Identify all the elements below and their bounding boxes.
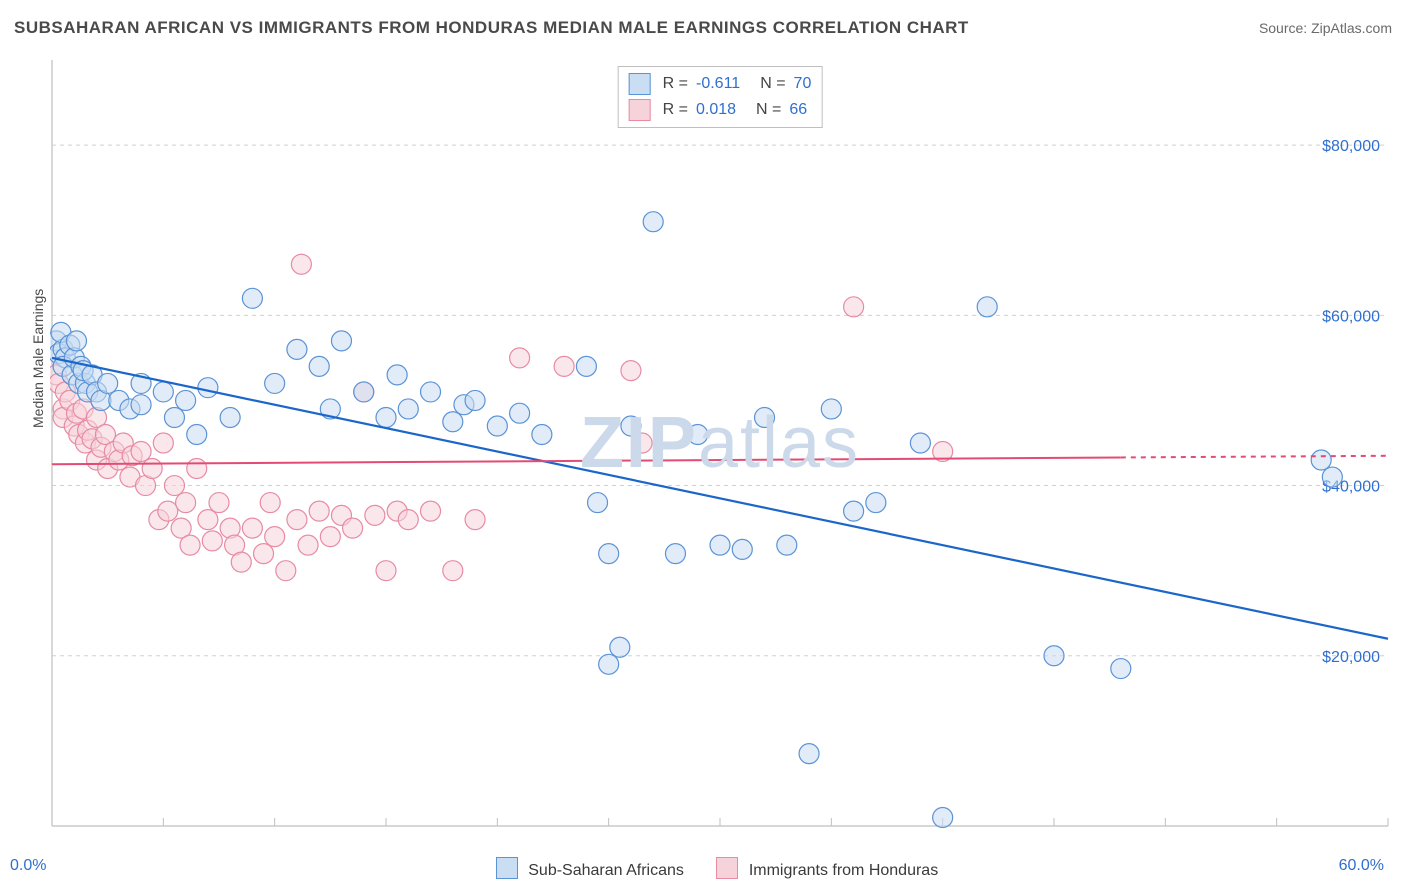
chart-title: SUBSAHARAN AFRICAN VS IMMIGRANTS FROM HO… [14, 18, 969, 37]
r-value-series1: -0.611 [696, 71, 740, 97]
r-value-series2: 0.018 [696, 97, 736, 123]
footer-legend: 0.0% Sub-Saharan Africans Immigrants fro… [0, 857, 1406, 880]
footer-label-series1: Sub-Saharan Africans [528, 862, 684, 879]
chart-header: SUBSAHARAN AFRICAN VS IMMIGRANTS FROM HO… [14, 18, 1392, 48]
x-min-label: 0.0% [10, 857, 46, 875]
n-value-series2: 66 [789, 97, 807, 123]
correlation-legend: R = -0.611 N = 70 R = 0.018 N = 66 [618, 66, 823, 128]
n-label: N = [760, 71, 785, 97]
footer-swatch-series1 [496, 857, 518, 879]
x-max-label: 60.0% [1339, 857, 1384, 875]
svg-text:$20,000: $20,000 [1322, 649, 1380, 666]
r-label: R = [663, 97, 688, 123]
r-label: R = [663, 71, 688, 97]
legend-row-series2: R = 0.018 N = 66 [629, 97, 812, 123]
n-label: N = [756, 97, 781, 123]
legend-swatch-series2 [629, 99, 651, 121]
svg-text:$60,000: $60,000 [1322, 308, 1380, 325]
legend-swatch-series1 [629, 73, 651, 95]
source-attribution: Source: ZipAtlas.com [1259, 20, 1392, 36]
footer-label-series2: Immigrants from Honduras [749, 862, 938, 879]
legend-row-series1: R = -0.611 N = 70 [629, 71, 812, 97]
svg-text:$80,000: $80,000 [1322, 138, 1380, 155]
footer-swatch-series2 [716, 857, 738, 879]
plot-area: Median Male Earnings $20,000$40,000$60,0… [50, 58, 1390, 828]
y-axis-label: Median Male Earnings [30, 289, 46, 428]
n-value-series1: 70 [794, 71, 812, 97]
scatter-chart: $20,000$40,000$60,000$80,000 [50, 58, 1390, 828]
